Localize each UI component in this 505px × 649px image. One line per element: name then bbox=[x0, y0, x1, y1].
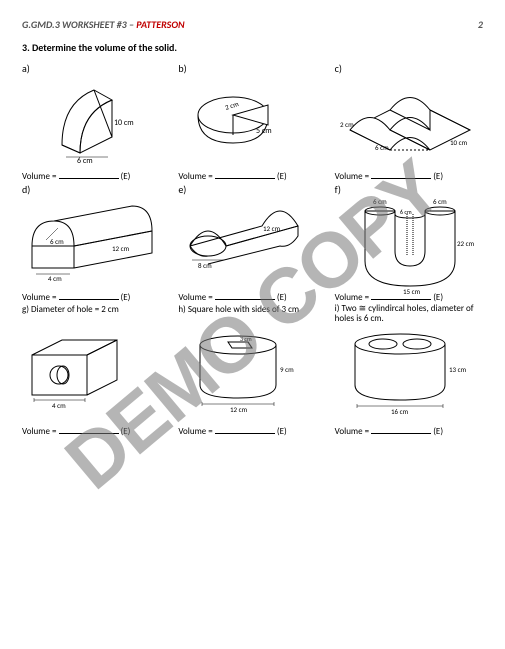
dim-c-h: 2 cm bbox=[340, 120, 354, 129]
answer-d: Volume = (E) bbox=[22, 286, 170, 304]
solid-c-icon: 2 cm 6 cm 10 cm bbox=[335, 75, 475, 165]
blank-i[interactable] bbox=[371, 424, 431, 434]
dim-c-w: 6 cm bbox=[375, 143, 389, 152]
fig-a: 10 cm 6 cm bbox=[22, 75, 170, 165]
fig-f: 6 cm 6 cm 6 cm 22 cm 15 cm bbox=[335, 196, 483, 286]
answer-b: Volume = (E) bbox=[178, 165, 326, 183]
blank-c[interactable] bbox=[371, 169, 431, 179]
dim-h-top: 3 cm bbox=[240, 335, 252, 343]
blank-g[interactable] bbox=[59, 424, 119, 434]
dim-d-b: 4 cm bbox=[48, 274, 62, 283]
answer-c: Volume = (E) bbox=[335, 165, 483, 183]
fig-c: 2 cm 6 cm 10 cm bbox=[335, 75, 483, 165]
caption-h: Square hole with sides of 3 cm bbox=[188, 304, 299, 315]
fig-b: 2 cm 5 cm bbox=[178, 75, 326, 165]
answer-i: Volume = (E) bbox=[335, 420, 483, 438]
solid-b-icon: 2 cm 5 cm bbox=[178, 75, 308, 165]
dim-f-inner: 6 cm bbox=[400, 208, 412, 216]
solid-a-icon: 10 cm 6 cm bbox=[22, 75, 152, 165]
dim-a-h: 10 cm bbox=[114, 118, 134, 128]
blank-d[interactable] bbox=[59, 290, 119, 300]
worksheet-title: G.GMD.3 WORKSHEET #3 – PATTERSON bbox=[22, 18, 185, 31]
blank-e[interactable] bbox=[215, 290, 275, 300]
page-header: G.GMD.3 WORKSHEET #3 – PATTERSON 2 bbox=[22, 18, 483, 31]
dim-h-h: 9 cm bbox=[280, 365, 294, 374]
dim-f-t1: 6 cm bbox=[373, 197, 387, 206]
fig-i: 13 cm 16 cm bbox=[335, 330, 483, 420]
label-a: a) bbox=[22, 62, 170, 75]
dim-e-b: 8 cm bbox=[198, 261, 212, 270]
label-b: b) bbox=[178, 62, 326, 75]
dim-g-w: 4 cm bbox=[52, 401, 66, 410]
answer-h: Volume = (E) bbox=[178, 420, 326, 438]
dim-i-w: 16 cm bbox=[391, 407, 409, 415]
instruction-text: 3. Determine the volume of the solid. bbox=[22, 41, 483, 54]
solid-i-icon: 13 cm 16 cm bbox=[335, 330, 475, 415]
dim-f-h: 22 cm bbox=[457, 239, 475, 248]
fig-e: 8 cm 12 cm bbox=[178, 196, 326, 286]
problem-grid: a) b) c) 10 cm 6 cm bbox=[22, 62, 483, 438]
dim-b-l: 5 cm bbox=[256, 126, 272, 136]
fig-g: 4 cm bbox=[22, 330, 170, 420]
label-g: g) Diameter of hole = 2 cm bbox=[22, 304, 170, 320]
solid-g-icon: 4 cm bbox=[22, 330, 152, 415]
dim-h-w: 12 cm bbox=[230, 405, 248, 414]
solid-d-icon: 6 cm 4 cm 12 cm bbox=[22, 196, 162, 291]
title-author: PATTERSON bbox=[136, 18, 184, 31]
solid-h-icon: 3 cm 9 cm 12 cm bbox=[178, 330, 308, 415]
page-number: 2 bbox=[478, 18, 483, 31]
solid-e-icon: 8 cm 12 cm bbox=[178, 196, 318, 286]
dim-d-r: 6 cm bbox=[50, 237, 64, 246]
fig-d: 6 cm 4 cm 12 cm bbox=[22, 196, 170, 286]
blank-f[interactable] bbox=[371, 290, 431, 300]
answer-g: Volume = (E) bbox=[22, 420, 170, 438]
label-c: c) bbox=[335, 62, 483, 75]
answer-a: Volume = (E) bbox=[22, 165, 170, 183]
label-i: i) Two ≅ cylindircal holes, diameter of … bbox=[335, 304, 483, 330]
dim-e-l: 12 cm bbox=[263, 224, 281, 233]
dim-b-r: 2 cm bbox=[224, 99, 240, 112]
blank-h[interactable] bbox=[215, 424, 275, 434]
dim-f-t2: 6 cm bbox=[433, 197, 447, 206]
dim-a-w: 6 cm bbox=[77, 156, 93, 165]
dim-d-l: 12 cm bbox=[112, 244, 130, 253]
label-f: f) bbox=[335, 183, 483, 196]
dim-i-h: 13 cm bbox=[449, 365, 467, 374]
blank-a[interactable] bbox=[59, 169, 119, 179]
answer-f: Volume = (E) bbox=[335, 286, 483, 304]
solid-f-icon: 6 cm 6 cm 6 cm 22 cm 15 cm bbox=[335, 196, 475, 296]
caption-g: Diameter of hole = 2 cm bbox=[31, 304, 119, 315]
dim-c-l: 10 cm bbox=[450, 138, 468, 147]
fig-h: 3 cm 9 cm 12 cm bbox=[178, 330, 326, 420]
title-prefix: G.GMD.3 WORKSHEET #3 – bbox=[22, 18, 136, 31]
label-e: e) bbox=[178, 183, 326, 196]
label-d: d) bbox=[22, 183, 170, 196]
label-h: h) Square hole with sides of 3 cm bbox=[178, 304, 326, 320]
blank-b[interactable] bbox=[215, 169, 275, 179]
worksheet-page: G.GMD.3 WORKSHEET #3 – PATTERSON 2 3. De… bbox=[0, 0, 505, 649]
answer-e: Volume = (E) bbox=[178, 286, 326, 304]
